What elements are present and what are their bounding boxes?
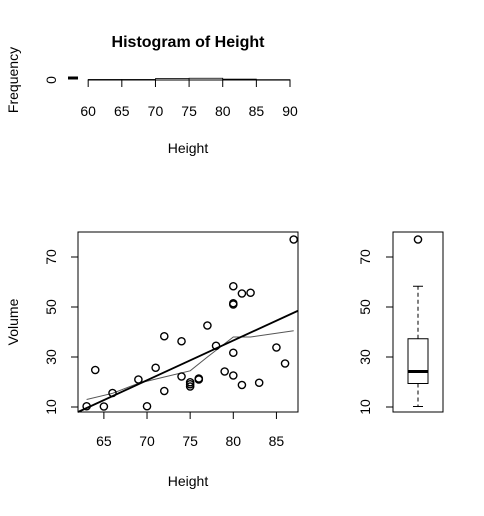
- scatter-point-5: [142, 401, 152, 411]
- histogram-x-tick-label-4: 80: [215, 103, 231, 119]
- boxplot-outlier-0: [413, 235, 423, 244]
- histogram-y-label: Frequency: [5, 47, 21, 113]
- scatter-point-25: [237, 289, 247, 298]
- histogram-x-tick-label-3: 75: [181, 103, 197, 119]
- scatter-y-tick-label-2: 50: [43, 299, 59, 315]
- histogram-x-tick-label-6: 90: [282, 103, 298, 119]
- scatter-point-18: [220, 367, 229, 376]
- scatter-point-10: [177, 336, 186, 346]
- lowess-smooth-line: [86, 330, 294, 400]
- scatter-y-label: Volume: [5, 298, 21, 345]
- scatter-x-tick-label-3: 80: [226, 433, 242, 449]
- scatter-point-8: [159, 331, 169, 341]
- histogram-x-tick-label-1: 65: [114, 103, 130, 119]
- scatter-point-27: [254, 378, 264, 388]
- scatter-x-axis: 65 70 75 80 85: [96, 412, 284, 449]
- scatter-point-6: [151, 363, 160, 373]
- histogram-panel: Histogram of Height Height Frequency 60 6…: [5, 34, 298, 156]
- histogram-title: Histogram of Height: [112, 34, 266, 51]
- scatter-point-13: [185, 377, 195, 387]
- boxplot-y-tick-label-3: 70: [357, 249, 373, 265]
- scatter-point-24: [237, 380, 247, 390]
- scatter-point-26: [246, 288, 255, 298]
- scatter-point-15: [194, 374, 204, 383]
- scatter-x-label: Height: [168, 473, 209, 489]
- regression-line: [77, 309, 299, 413]
- boxplot-box: [407, 338, 429, 384]
- scatter-point-3: [108, 388, 117, 398]
- boxplot-y-tick-label-1: 30: [357, 349, 373, 365]
- scatter-point-0: [82, 401, 91, 411]
- scatter-point-1: [90, 365, 100, 375]
- scatter-point-20: [228, 348, 238, 358]
- scatter-y-tick-label-3: 70: [43, 249, 59, 265]
- scatter-point-30: [289, 235, 298, 244]
- scatter-x-tick-label-4: 85: [269, 433, 285, 449]
- scatter-point-19: [228, 371, 238, 380]
- histogram-x-tick-label-2: 70: [148, 103, 164, 119]
- boxplot-y-tick-label-0: 10: [357, 399, 373, 415]
- boxplot-y-axis: 10 30 50 70: [357, 249, 393, 415]
- histogram-y-tick-label-0: 0: [43, 76, 59, 84]
- histogram-x-tick-label-5: 85: [249, 103, 265, 119]
- scatter-point-7: [159, 386, 169, 396]
- boxplot-body: [407, 235, 429, 407]
- scatter-points: [82, 235, 298, 411]
- scatter-point-22: [228, 298, 238, 308]
- boxplot-y-tick-label-2: 50: [357, 299, 373, 315]
- scatter-point-4: [134, 375, 143, 384]
- scatter-point-17: [211, 341, 221, 351]
- scatter-point-2: [99, 402, 109, 411]
- histogram-y-axis: 0: [43, 76, 78, 84]
- scatter-point-9: [177, 372, 186, 381]
- scatter-y-tick-label-1: 30: [43, 349, 59, 365]
- boxplot-panel: 10 30 50 70: [357, 231, 444, 415]
- histogram-x-tick-label-0: 60: [80, 103, 96, 119]
- boxplot-frame: [392, 231, 444, 413]
- scatter-x-tick-label-1: 70: [139, 433, 155, 449]
- scatter-x-tick-label-2: 75: [182, 433, 198, 449]
- scatter-plot-frame: [77, 231, 299, 413]
- histogram-x-axis: 60 65 70 75 80 85 90: [80, 79, 298, 119]
- scatter-y-tick-label-0: 10: [43, 399, 59, 415]
- scatter-y-axis: 10 30 50 70: [43, 249, 78, 415]
- scatter-point-23: [228, 281, 238, 291]
- scatter-x-tick-label-0: 65: [96, 433, 112, 449]
- scatter-point-16: [203, 321, 212, 330]
- histogram-x-label: Height: [168, 140, 209, 156]
- scatter-panel: Height Volume 65 70 75 80 85 10 30 50 70: [5, 231, 299, 489]
- scatter-point-29: [280, 359, 290, 368]
- scatter-point-28: [272, 343, 281, 352]
